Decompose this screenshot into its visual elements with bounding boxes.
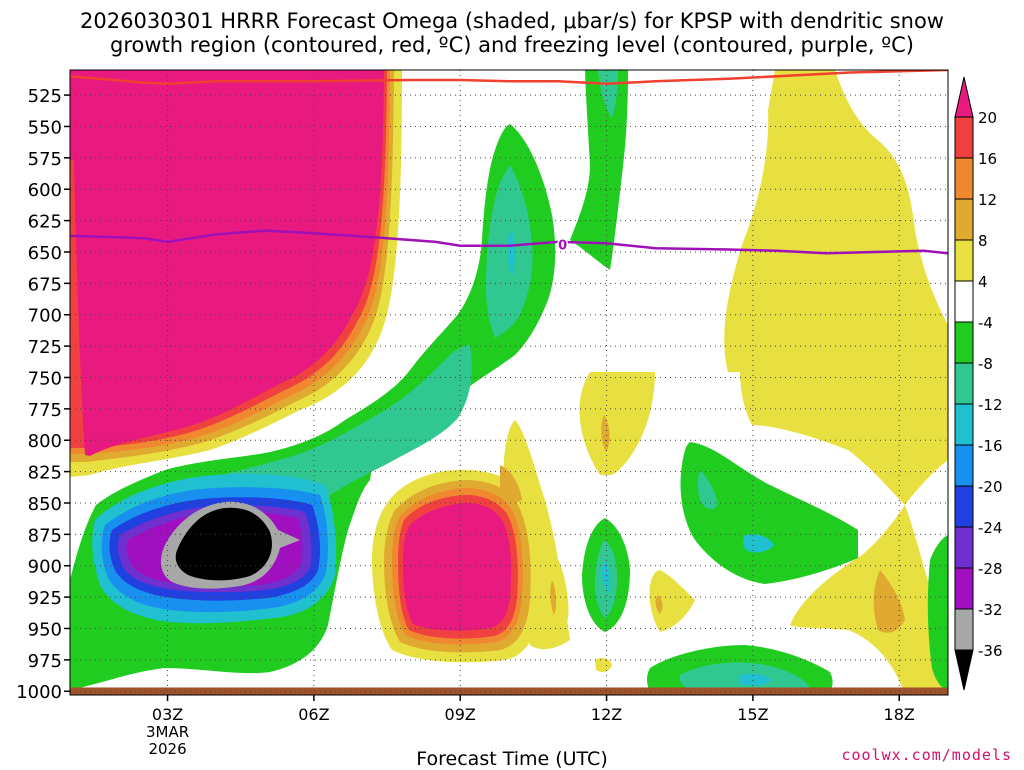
omega-shaded-fields: [70, 70, 948, 695]
colorbar-band-7: [954, 362, 974, 405]
colorbar-label-3: 12: [978, 191, 997, 209]
omega-region-30: [579, 372, 655, 475]
plot-grid: [70, 70, 948, 695]
y-tick-label-825: 825: [28, 463, 62, 484]
omega-region-5: [70, 70, 384, 456]
colorbar-band-11: [954, 526, 974, 569]
chart-title-line-2: growth region (contoured, red, ºC) and f…: [110, 33, 914, 57]
omega-region-28: [403, 503, 512, 631]
x-tick-label-18: 18Z: [884, 705, 915, 724]
dendritic-growth-contour: [70, 70, 948, 86]
y-tick-label-775: 775: [28, 400, 62, 421]
colorbar-band-10: [954, 485, 974, 528]
colorbar-label-11: -24: [978, 519, 1003, 537]
y-tick-label-525: 525: [28, 86, 62, 107]
colorbar-band-3: [954, 198, 974, 241]
omega-region-38: [601, 560, 610, 592]
colorbar-band-2: [954, 157, 974, 200]
colorbar-band-6: [954, 321, 974, 364]
y-tick-label-600: 600: [28, 180, 62, 201]
y-axis: 525 550 575 600 625 650 675 700 725 750 775 800 825 8…: [16, 86, 70, 703]
colorbar-label-8: -12: [978, 396, 1003, 414]
colorbar-label-13: -32: [978, 601, 1003, 619]
freezing-level-contour: [70, 229, 948, 255]
omega-region-9: [570, 70, 628, 270]
omega-region-33: [550, 580, 557, 615]
colorbar-top-arrow: [954, 76, 974, 118]
surface-ground-band: [70, 687, 948, 695]
x-date-label-2: 2026: [148, 740, 186, 758]
y-tick-label-850: 850: [28, 494, 62, 515]
colorbar-label-12: -28: [978, 560, 1003, 578]
omega-region-29: [500, 465, 522, 502]
y-tick-label-575: 575: [28, 149, 62, 170]
site-credit: coolwx.com/models: [841, 746, 1012, 764]
x-axis-title: Forecast Time (UTC): [416, 748, 608, 770]
omega-region-46: [738, 673, 772, 686]
y-tick-label-925: 925: [28, 588, 62, 609]
omega-region-22: [203, 634, 241, 664]
omega-region-10: [598, 70, 618, 118]
omega-region-35: [655, 595, 663, 614]
x-date-label-1: 3MAR: [146, 723, 189, 741]
freezing-level-label: 0: [558, 238, 567, 253]
y-tick-label-725: 725: [28, 337, 62, 358]
y-tick-label-550: 550: [28, 117, 62, 138]
x-tick-label-9: 09Z: [445, 705, 476, 724]
y-tick-label-650: 650: [28, 243, 62, 264]
y-tick-label-900: 900: [28, 557, 62, 578]
colorbar-band-13: [954, 608, 974, 651]
omega-region-13: [210, 345, 472, 560]
y-tick-label-875: 875: [28, 525, 62, 546]
y-tick-label-750: 750: [28, 368, 62, 389]
colorbar-label-7: -8: [978, 355, 993, 373]
omega-region-32: [544, 549, 569, 631]
contour-lines: 0: [70, 70, 948, 255]
chart-title-line-1: 2026030301 HRRR Forecast Omega (shaded, …: [80, 9, 944, 33]
x-tick-label-12: 12Z: [591, 705, 622, 724]
colorbar-label-10: -20: [978, 478, 1003, 496]
omega-region-14: [507, 230, 515, 275]
colorbar-label-9: -16: [978, 437, 1003, 455]
colorbar-label-14: -36: [978, 642, 1003, 660]
plot-frame: [69, 69, 949, 696]
y-tick-label-975: 975: [28, 651, 62, 672]
omega-region-8: [873, 570, 905, 633]
omega-region-6: [724, 70, 948, 505]
colorbar-band-5: [954, 280, 974, 323]
colorbar-band-1: [954, 116, 974, 159]
y-tick-label-700: 700: [28, 306, 62, 327]
colorbar-band-8: [954, 403, 974, 446]
colorbar-label-5: 4: [978, 273, 988, 291]
y-tick-label-1000: 1000: [16, 682, 62, 703]
omega-region-40: [680, 442, 858, 584]
omega-region-31: [601, 415, 610, 452]
y-tick-label-800: 800: [28, 431, 62, 452]
omega-region-21: [175, 507, 272, 581]
colorbar-label-1: 20: [978, 109, 997, 127]
colorbar-label-4: 8: [978, 232, 988, 250]
y-tick-label-950: 950: [28, 619, 62, 640]
omega-region-7: [790, 505, 948, 695]
x-tick-label-15: 15Z: [737, 705, 768, 724]
colorbar-band-12: [954, 567, 974, 610]
omega-region-42: [742, 534, 774, 553]
x-tick-label-6: 06Z: [298, 705, 329, 724]
y-tick-label-625: 625: [28, 212, 62, 233]
omega-region-43: [927, 535, 948, 690]
colorbar-label-2: 16: [978, 150, 997, 168]
omega-region-41: [697, 470, 718, 510]
colorbar: 20 16 12 8 4 -4 -8 -12 -16 -20 -24 -28 -32 -36: [954, 76, 1003, 691]
y-tick-label-675: 675: [28, 274, 62, 295]
omega-region-34: [649, 570, 695, 632]
colorbar-label-6: -4: [978, 314, 993, 332]
colorbar-band-4: [954, 239, 974, 282]
colorbar-bottom-arrow: [954, 649, 974, 691]
x-tick-label-3: 03Z: [152, 705, 183, 724]
omega-region-39: [595, 657, 612, 673]
colorbar-band-9: [954, 444, 974, 487]
